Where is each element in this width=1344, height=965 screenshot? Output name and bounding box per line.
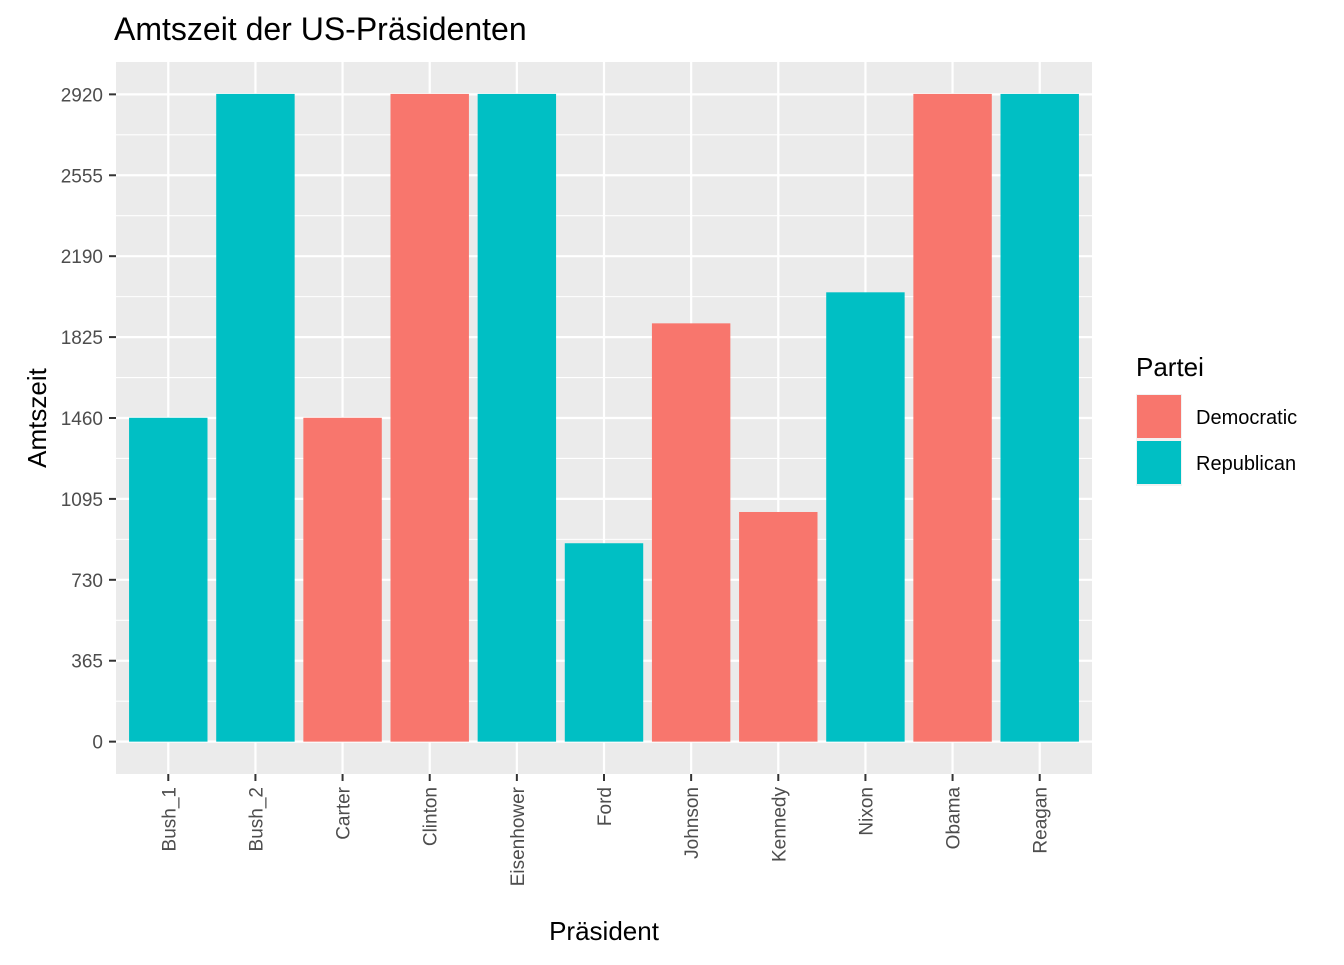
- bar-nixon: [826, 292, 905, 742]
- x-tick-label: Kennedy: [769, 787, 790, 863]
- bar-kennedy: [739, 511, 818, 742]
- chart-title: Amtszeit der US-Präsidenten: [114, 11, 527, 47]
- legend-swatch-republican: [1137, 441, 1181, 484]
- x-axis-title: Präsident: [549, 916, 660, 946]
- x-tick-label: Eisenhower: [508, 786, 529, 886]
- legend-label-republican: Republican: [1196, 453, 1296, 475]
- y-tick-label: 0: [92, 733, 103, 754]
- y-tick-label: 365: [71, 652, 103, 673]
- bar-bush-2: [216, 93, 295, 742]
- legend-swatch-democratic: [1137, 395, 1181, 438]
- x-tick-label: Carter: [334, 786, 355, 839]
- y-tick-label: 1460: [61, 409, 103, 430]
- bars-group: [129, 93, 1079, 742]
- y-axis-title: Amtszeit: [22, 367, 52, 467]
- x-tick-label: Clinton: [421, 787, 442, 846]
- y-tick-label: 1095: [61, 490, 103, 511]
- bar-eisenhower: [477, 93, 557, 742]
- x-tick-label: Bush_1: [159, 787, 180, 851]
- bar-obama: [913, 93, 992, 742]
- x-tick-label: Reagan: [1031, 787, 1052, 854]
- y-tick-label: 730: [71, 571, 103, 592]
- x-tick-label: Johnson: [682, 787, 703, 859]
- x-tick-label: Bush_2: [246, 787, 267, 851]
- y-tick-label: 1825: [61, 328, 103, 349]
- y-tick-label: 2920: [61, 85, 103, 106]
- bar-bush-1: [129, 417, 208, 742]
- y-axis: 0 365 730 1095 1460 1825 2190 2555 2920: [61, 85, 116, 754]
- y-tick-label: 2555: [61, 166, 103, 187]
- y-tick-label: 2190: [61, 247, 103, 268]
- bar-reagan: [1000, 93, 1079, 742]
- bar-johnson: [651, 323, 731, 742]
- bar-ford: [564, 543, 644, 742]
- legend-title: Partei: [1136, 352, 1204, 382]
- bar-carter: [303, 417, 382, 742]
- x-tick-label: Ford: [595, 787, 616, 826]
- bar-clinton: [390, 93, 469, 742]
- x-tick-label: Obama: [944, 787, 965, 850]
- x-tick-label: Nixon: [856, 787, 877, 836]
- x-axis: Bush_1 Bush_2 Carter Clinton Eisenhower Ford J…: [159, 774, 1052, 886]
- legend-label-democratic: Democratic: [1196, 407, 1297, 429]
- legend: Partei Democratic Republican: [1136, 352, 1297, 486]
